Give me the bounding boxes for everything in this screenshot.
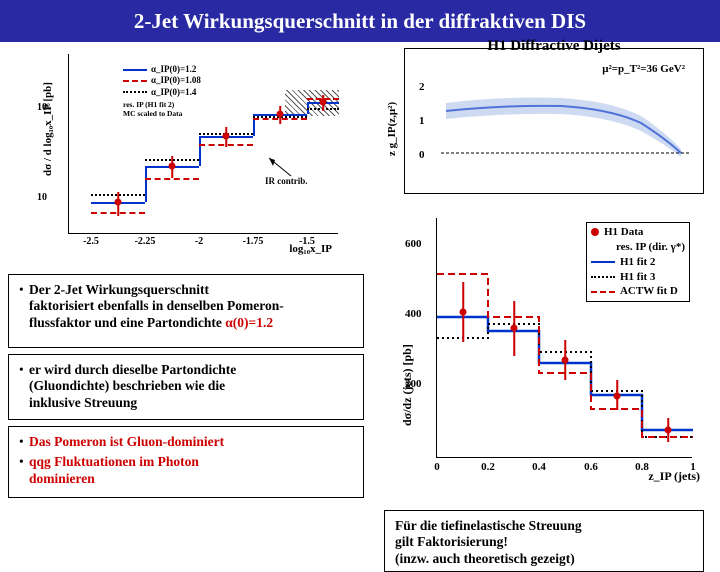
tb4-l1: Für die tiefinelastische Streuung: [395, 518, 582, 533]
rb-xtk: 0.2: [481, 461, 495, 473]
tb1-l2: faktorisiert ebenfalls in denselben Pome…: [29, 298, 284, 313]
rb-leg-lbl: ACTW fit D: [620, 284, 678, 299]
left-chart: dσ / d log₁₀x_IP [pb] 10 10² -2.5 -2.25 …: [24, 46, 354, 266]
rb-xtk: 0.4: [532, 461, 546, 473]
left-chart-xlabel: log₁₀x_IP: [289, 243, 332, 255]
rb-pt: [665, 427, 672, 434]
tb3-l3: dominieren: [29, 471, 95, 486]
data-pt: [169, 163, 176, 170]
rb-pt: [511, 325, 518, 332]
leg-lbl: res. IP (H1 fit 2): [123, 100, 201, 109]
rt-plot: 0 1 2 μ²=p_T²=36 GeV²: [441, 61, 689, 171]
textbox-4: Für die tiefinelastische Streuung gilt F…: [384, 510, 704, 572]
xtick: -2: [195, 236, 203, 247]
leg-lbl: MC scaled to Data: [123, 109, 201, 118]
tb3-l2: qqg Fluktuationen im Photon: [29, 454, 199, 469]
slide-title: 2-Jet Wirkungsquerschnitt in der diffrak…: [134, 9, 586, 34]
red-step: [145, 178, 199, 180]
rt-ytk: 2: [419, 81, 425, 93]
left-chart-ylabel: dσ / d log₁₀x_IP [pb]: [42, 82, 54, 176]
rt-annotation: μ²=p_T²=36 GeV²: [602, 63, 685, 75]
blue-stepv: [145, 166, 147, 202]
rb-ytk: 200: [405, 378, 422, 390]
rb-ytk: 400: [405, 308, 422, 320]
xtick: -2.25: [135, 236, 156, 247]
textbox-3: • Das Pomeron ist Gluon-dominiert • qqg …: [8, 426, 364, 498]
leg-lbl: α_IP(0)=1.08: [151, 75, 201, 86]
rb-xtk: 0: [434, 461, 440, 473]
rb-ytk: 600: [405, 238, 422, 250]
rb-leg-lbl: H1 Data: [604, 225, 643, 240]
ytick: 10²: [37, 102, 50, 113]
ir-arrow: [261, 154, 301, 178]
data-pt: [115, 199, 122, 206]
rb-plot: 200 400 600 0 0.2 0.4 0.6 0.8 1: [436, 218, 692, 458]
textbox-1: • Der 2-Jet Wirkungsquerschnitt faktoris…: [8, 274, 364, 348]
slide-header: 2-Jet Wirkungsquerschnitt in der diffrak…: [0, 0, 720, 42]
left-chart-legend: α_IP(0)=1.2 α_IP(0)=1.08 α_IP(0)=1.4 res…: [123, 64, 201, 119]
rt-ytk: 1: [419, 115, 425, 127]
xtick: -2.5: [83, 236, 99, 247]
tb1-l1: Der 2-Jet Wirkungsquerschnitt: [29, 282, 209, 297]
rt-curve: [441, 61, 689, 171]
tb4-l2: gilt Faktorisierung!: [395, 534, 508, 549]
textbox-2: • er wird durch dieselbe Partondichte (G…: [8, 354, 364, 420]
rb-pt: [562, 357, 569, 364]
rb-pt: [614, 393, 621, 400]
leg-lbl: α_IP(0)=1.4: [151, 87, 196, 98]
blue-stepv: [199, 136, 201, 166]
data-pt: [277, 111, 284, 118]
ytick: 10: [37, 192, 47, 203]
rb-xtk: 0.6: [584, 461, 598, 473]
tb2-l2: (Gluondichte) beschrieben wie die: [29, 378, 225, 393]
tb1-l3a: flussfaktor und eine Partondichte: [29, 315, 225, 330]
tb3-l1: Das Pomeron ist Gluon-dominiert: [29, 434, 224, 449]
rb-leg-lbl: H1 fit 2: [620, 255, 655, 270]
rb-xlabel: z_IP (jets): [648, 469, 700, 484]
rb-leg-lbl: res. IP (dir. γ*): [616, 240, 685, 255]
rb-legend: H1 Data res. IP (dir. γ*) H1 fit 2 H1 fi…: [586, 222, 690, 302]
rb-xtk: 0.8: [635, 461, 649, 473]
right-bottom-chart: dσ/dz (jets) [pb] 200 400 600 0 0.2 0.4 …: [388, 204, 708, 502]
rt-ytk: 0: [419, 149, 425, 161]
left-chart-plot: 10 10² -2.5 -2.25 -2 -1.75 -1.5 log₁₀x_I…: [68, 54, 338, 234]
tb1-l3b: α(0)=1.2: [225, 315, 273, 330]
xtick: -1.75: [243, 236, 264, 247]
tb2-l1: er wird durch dieselbe Partondichte: [29, 362, 236, 377]
rb-pt: [460, 309, 467, 316]
rb-leg-lbl: H1 fit 3: [620, 270, 655, 285]
rt-ylabel: z g_IP(z,μ²): [386, 102, 398, 156]
right-top-chart: 0 1 2 μ²=p_T²=36 GeV²: [404, 48, 704, 194]
tb4-l3: (inzw. auch theoretisch gezeigt): [395, 551, 575, 566]
data-pt: [223, 133, 230, 140]
data-pt: [320, 99, 327, 106]
slide-content: dσ / d log₁₀x_IP [pb] 10 10² -2.5 -2.25 …: [0, 42, 720, 540]
tb2-l3: inklusive Streuung: [29, 395, 137, 410]
leg-lbl: α_IP(0)=1.2: [151, 64, 196, 75]
